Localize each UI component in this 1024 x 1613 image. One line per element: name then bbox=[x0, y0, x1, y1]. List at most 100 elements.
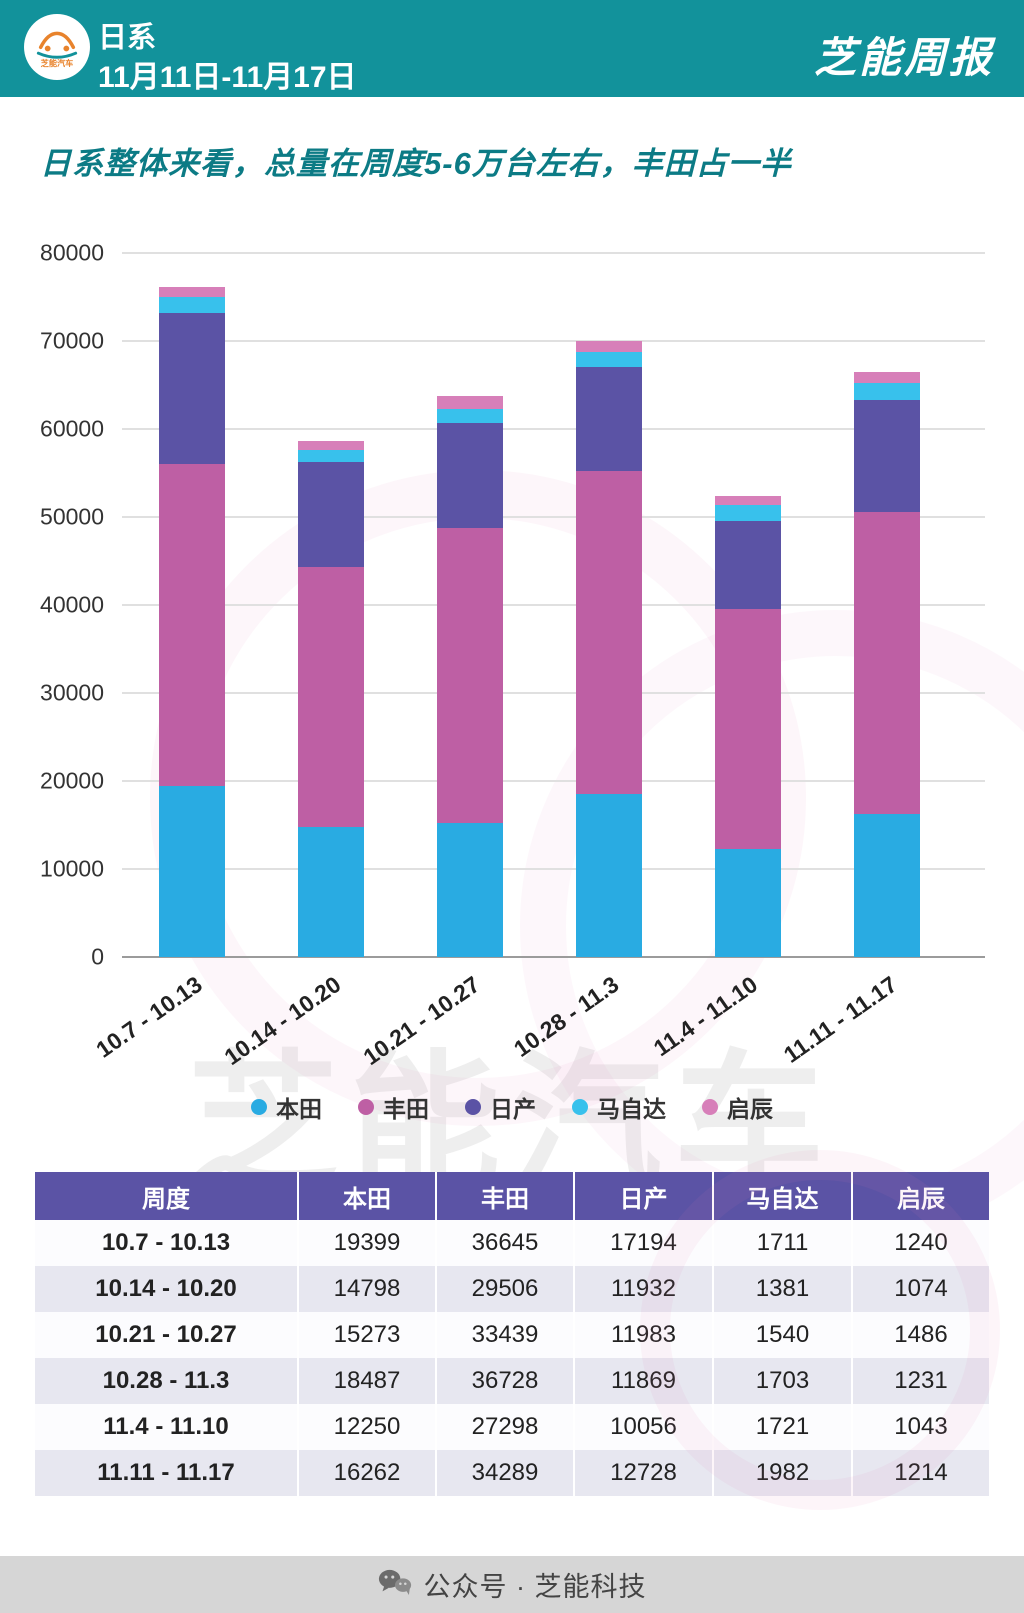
table-cell: 11.4 - 11.10 bbox=[35, 1404, 297, 1450]
bar-slot bbox=[817, 253, 956, 957]
legend-dot bbox=[572, 1099, 588, 1115]
legend-item: 丰田 bbox=[358, 1090, 429, 1124]
bar-slot bbox=[400, 253, 539, 957]
legend-item: 日产 bbox=[465, 1090, 536, 1124]
legend-dot bbox=[465, 1099, 481, 1115]
table-cell: 12250 bbox=[297, 1404, 435, 1450]
table-row: 10.14 - 10.20 14798 29506 11932 1381 1074 bbox=[35, 1266, 989, 1312]
y-axis-labels: 0 10000 20000 30000 40000 50000 60000 70000 8000… bbox=[0, 240, 112, 970]
table-cell: 27298 bbox=[435, 1404, 573, 1450]
bar-segment bbox=[436, 822, 503, 957]
legend-label: 启辰 bbox=[727, 1096, 773, 1122]
bar-segment bbox=[575, 471, 642, 795]
table-header-cell: 马自达 bbox=[712, 1172, 851, 1220]
bar-segment bbox=[158, 312, 225, 464]
wechat-icon bbox=[378, 1568, 412, 1601]
footer-bar: 公众号 · 芝能科技 bbox=[0, 1556, 1024, 1613]
bar-segment bbox=[853, 372, 920, 383]
x-label-slot: 10.28 - 11.3 bbox=[509, 961, 678, 1091]
stacked-bar bbox=[436, 253, 503, 957]
table-cell: 1703 bbox=[712, 1358, 851, 1404]
bar-slot bbox=[122, 253, 261, 957]
gridline bbox=[122, 780, 985, 782]
table-row: 11.11 - 11.17 16262 34289 12728 1982 1214 bbox=[35, 1450, 989, 1496]
gridline bbox=[122, 516, 985, 518]
table-cell: 10056 bbox=[573, 1404, 712, 1450]
table-cell: 34289 bbox=[435, 1450, 573, 1496]
table-row: 10.28 - 11.3 18487 36728 11869 1703 1231 bbox=[35, 1358, 989, 1404]
bar-segment bbox=[853, 382, 920, 401]
table-cell: 11932 bbox=[573, 1266, 712, 1312]
bar-segment bbox=[158, 286, 225, 298]
gridline bbox=[122, 428, 985, 430]
table-cell: 1982 bbox=[712, 1450, 851, 1496]
table-cell: 16262 bbox=[297, 1450, 435, 1496]
bar-segment bbox=[297, 826, 364, 957]
table-body: 10.7 - 10.13 19399 36645 17194 1711 1240 10.14… bbox=[35, 1220, 989, 1496]
stacked-bar bbox=[297, 253, 364, 957]
header-date-range: 11月11日-11月17日 bbox=[98, 61, 357, 94]
gridline bbox=[122, 604, 985, 606]
table-cell: 10.7 - 10.13 bbox=[35, 1220, 297, 1266]
table-cell: 11869 bbox=[573, 1358, 712, 1404]
legend-item: 启辰 bbox=[702, 1090, 773, 1124]
table-cell: 1043 bbox=[851, 1404, 989, 1450]
bar-segment bbox=[575, 794, 642, 957]
weekly-report-label: 芝能周报 bbox=[813, 34, 994, 81]
table-cell: 15273 bbox=[297, 1312, 435, 1358]
stacked-bar bbox=[853, 253, 920, 957]
bar-segment bbox=[714, 496, 781, 506]
table-header-cell: 周度 bbox=[35, 1172, 297, 1220]
table-header-cell: 本田 bbox=[297, 1172, 435, 1220]
chart-legend: 本田 丰田 日产 马自达 启辰 bbox=[0, 1090, 1024, 1124]
table-header-row: 周度 本田 丰田 日产 马自达 启辰 bbox=[35, 1172, 989, 1220]
bar-segment bbox=[436, 396, 503, 410]
table-cell: 1381 bbox=[712, 1266, 851, 1312]
footer-account-text: 公众号 · 芝能科技 bbox=[423, 1572, 647, 1602]
legend-dot bbox=[358, 1099, 374, 1115]
gridline bbox=[122, 692, 985, 694]
table-cell: 1231 bbox=[851, 1358, 989, 1404]
table-cell: 18487 bbox=[297, 1358, 435, 1404]
table-cell: 1711 bbox=[712, 1220, 851, 1266]
table-header-cell: 日产 bbox=[573, 1172, 712, 1220]
legend-item: 本田 bbox=[251, 1090, 322, 1124]
x-label-slot: 11.11 - 11.17 bbox=[779, 961, 956, 1091]
bars-area bbox=[122, 253, 956, 957]
header-bar: 芝能汽车 日系 11月11日-11月17日 芝能周报 bbox=[0, 0, 1024, 97]
table-cell: 1214 bbox=[851, 1450, 989, 1496]
table-cell: 17194 bbox=[573, 1220, 712, 1266]
bar-segment bbox=[714, 520, 781, 609]
table-cell: 11983 bbox=[573, 1312, 712, 1358]
table-cell: 36728 bbox=[435, 1358, 573, 1404]
bar-slot bbox=[678, 253, 817, 957]
brand-logo: 芝能汽车 bbox=[24, 14, 90, 80]
bar-segment bbox=[297, 440, 364, 450]
table-cell: 1721 bbox=[712, 1404, 851, 1450]
x-label-slot: 10.21 - 10.27 bbox=[358, 961, 539, 1091]
gridline bbox=[122, 868, 985, 870]
table-header-cell: 启辰 bbox=[851, 1172, 989, 1220]
y-tick-label: 30000 bbox=[40, 679, 104, 706]
legend-dot bbox=[251, 1099, 267, 1115]
table-cell: 10.28 - 11.3 bbox=[35, 1358, 297, 1404]
legend-item: 马自达 bbox=[572, 1090, 666, 1124]
stacked-bar bbox=[158, 253, 225, 957]
x-axis-labels: 10.7 - 10.13 10.14 - 10.20 10.21 - 10.27 10… bbox=[91, 961, 956, 1091]
table-cell: 36645 bbox=[435, 1220, 573, 1266]
table-cell: 33439 bbox=[435, 1312, 573, 1358]
table-cell: 29506 bbox=[435, 1266, 573, 1312]
table-cell: 10.14 - 10.20 bbox=[35, 1266, 297, 1312]
gridline bbox=[122, 252, 985, 254]
legend-label: 马自达 bbox=[597, 1096, 666, 1122]
legend-label: 日产 bbox=[490, 1096, 536, 1122]
bar-segment bbox=[297, 450, 364, 463]
table-cell: 1486 bbox=[851, 1312, 989, 1358]
stacked-bar bbox=[575, 253, 642, 957]
x-label-slot: 11.4 - 11.10 bbox=[649, 961, 817, 1091]
bar-segment bbox=[297, 567, 364, 827]
stacked-bar bbox=[714, 253, 781, 957]
bar-segment bbox=[158, 297, 225, 313]
data-table: 周度 本田 丰田 日产 马自达 启辰 10.7 - 10.13 19399 36645 1719… bbox=[35, 1172, 989, 1496]
table-cell: 1240 bbox=[851, 1220, 989, 1266]
